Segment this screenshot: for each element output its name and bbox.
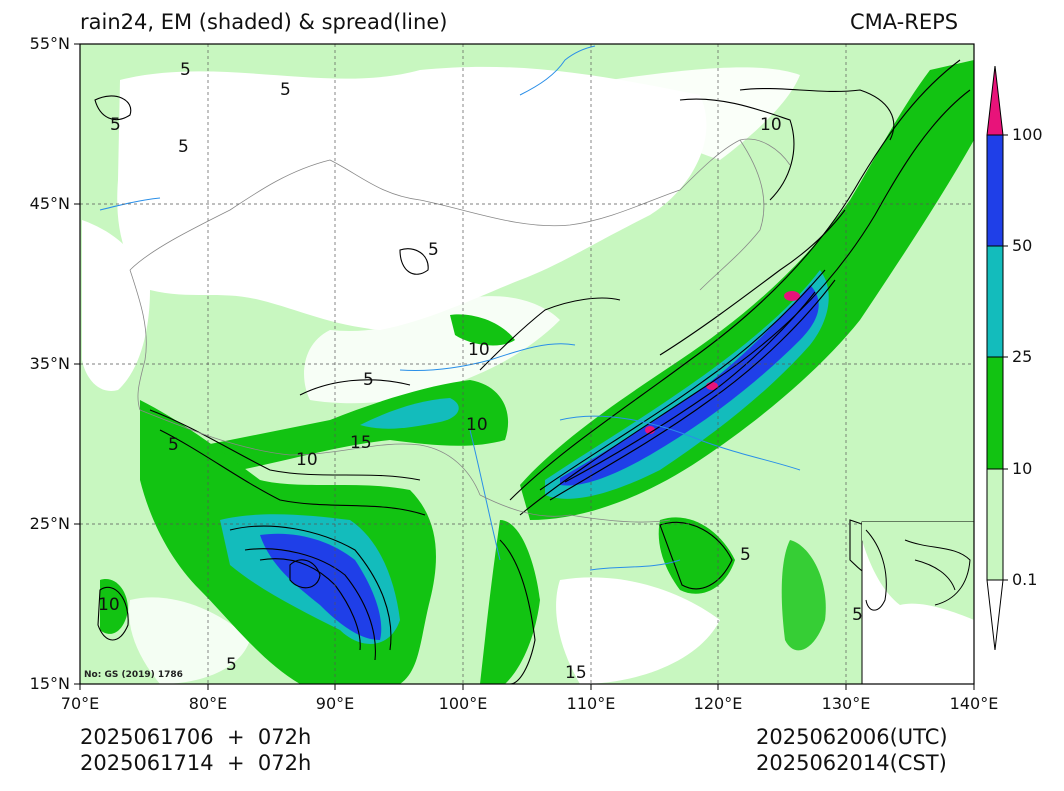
contour-label: 5 (428, 240, 439, 260)
lon-label: 110°E (566, 694, 616, 713)
colorbar-bin-100 (986, 134, 1004, 247)
rivers (99, 45, 801, 571)
lat-label: 55°N (29, 34, 70, 53)
contour-label: 5 (226, 655, 237, 675)
contour-label: 15 (350, 433, 372, 453)
lat-label: 15°N (29, 674, 70, 693)
qilian-patch (450, 314, 515, 346)
contour-label: 15 (565, 663, 587, 683)
spread-contours (94, 59, 971, 684)
contour-label: 5 (740, 545, 751, 565)
philippine-patch (781, 540, 826, 651)
contour-label: 5 (363, 370, 374, 390)
lat-label: 25°N (29, 514, 70, 533)
contour-label: 10 (296, 450, 318, 470)
init-time-utc: 2025061706 + 072h (80, 725, 312, 749)
rain-belt-teal (545, 270, 829, 499)
contour-label: 5 (180, 60, 191, 80)
dry-area-ne (610, 67, 800, 160)
contour-label: 5 (110, 115, 121, 135)
contour-label: 10 (760, 115, 782, 135)
valid-time-cst: 2025062014(CST) (756, 751, 947, 775)
dry-area-tibet (304, 296, 560, 404)
borders (129, 138, 791, 523)
lon-label: 100°E (438, 694, 488, 713)
colorbar-label: 25 (1012, 347, 1033, 366)
lon-label: 70°E (60, 694, 100, 713)
map-review-number: No: GS (2019) 1786 (84, 670, 183, 680)
vietnam-patch (480, 520, 540, 684)
india-west-patch (100, 579, 128, 634)
contour-label: 10 (98, 595, 120, 615)
colorbar (986, 65, 1008, 651)
axis-ticks (74, 43, 975, 690)
contour-label: 5 (168, 435, 179, 455)
contour-label: 5 (280, 80, 291, 100)
dry-area-west (82, 220, 150, 391)
lat-label: 45°N (29, 194, 70, 213)
init-time-cst: 2025061714 + 072h (80, 751, 312, 775)
lat-label: 35°N (29, 354, 70, 373)
colorbar-underflow-cap (986, 579, 1004, 651)
lon-label: 120°E (693, 694, 743, 713)
map-title: rain24, EM (shaded) & spread(line) (80, 10, 448, 34)
rain-core-3 (645, 426, 655, 434)
graticule (80, 44, 974, 684)
colorbar-bin-10 (986, 468, 1004, 581)
rain-belt-green (520, 60, 974, 520)
dry-area-india (129, 597, 250, 684)
rain-shading: 5 5 5 5 10 10 15 10 5 5 5 5 10 5 5 10 15 (80, 44, 974, 684)
colorbar-label: 10 (1012, 459, 1033, 478)
contour-label: 10 (466, 415, 488, 435)
colorbar-label: 0.1 (1012, 570, 1038, 589)
colorbar-overflow-cap (986, 65, 1004, 136)
colorbar-label: 100 (1012, 125, 1043, 144)
contour-label-group: 5 5 5 5 10 10 15 10 5 5 5 5 10 5 5 10 15 (98, 60, 863, 683)
lon-label: 140°E (949, 694, 999, 713)
colorbar-label: 50 (1012, 236, 1033, 255)
himalaya-band-teal (360, 398, 459, 429)
rain-core-1 (784, 291, 800, 301)
lon-label: 130°E (821, 694, 871, 713)
lon-label: 80°E (188, 694, 228, 713)
colorbar-bin-25 (986, 356, 1004, 470)
contour-label: 5 (852, 605, 863, 625)
colorbar-bin-50 (986, 245, 1004, 358)
contour-label: 5 (178, 137, 189, 157)
scs-inset (861, 521, 975, 685)
valid-time-utc: 2025062006(UTC) (756, 725, 948, 749)
dry-area-scs (556, 577, 720, 684)
contour-label: 10 (468, 340, 490, 360)
model-name: CMA-REPS (850, 10, 959, 34)
lon-label: 90°E (315, 694, 355, 713)
